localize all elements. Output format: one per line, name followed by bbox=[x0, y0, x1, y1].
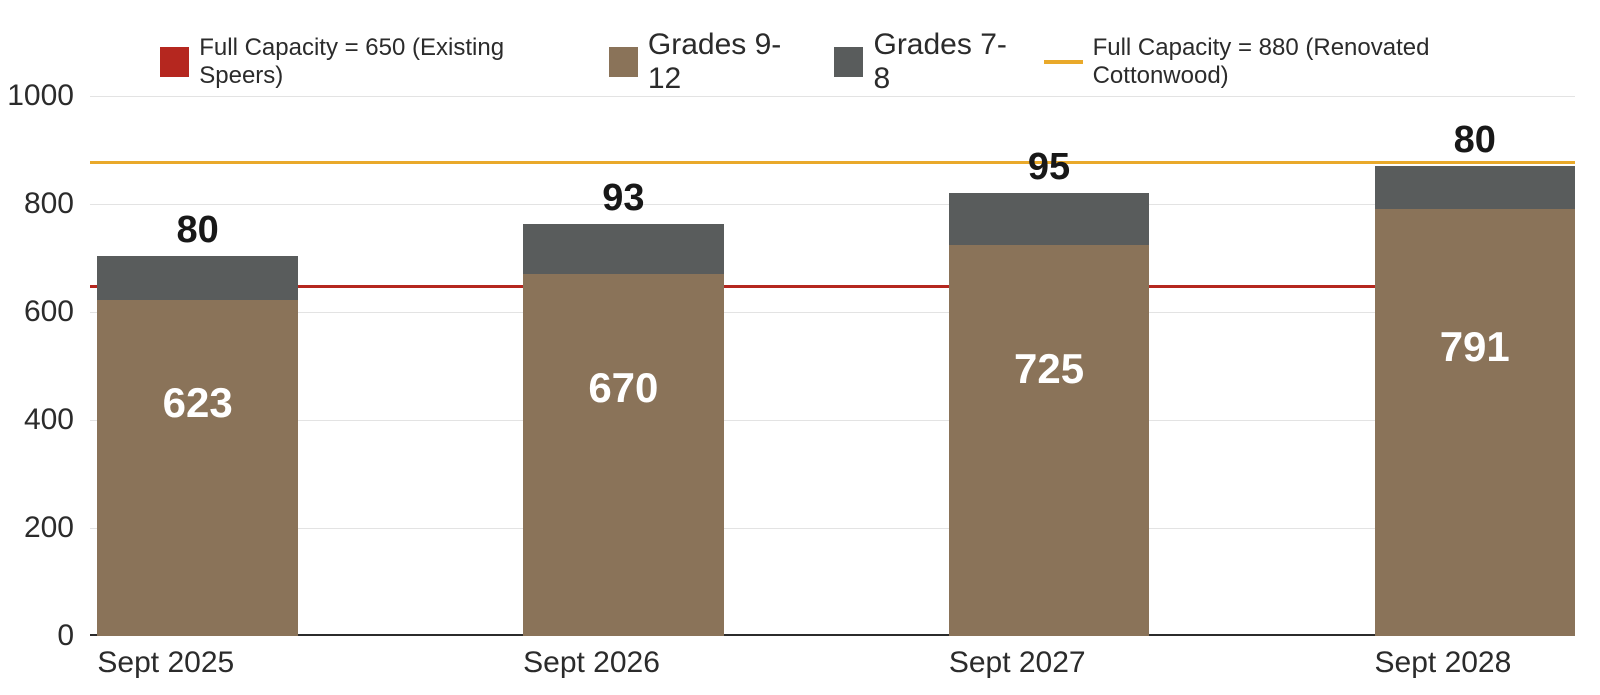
bar-lower-value: 623 bbox=[97, 379, 297, 427]
bar-lower bbox=[97, 300, 297, 636]
legend: Full Capacity = 650 (Existing Speers) Gra… bbox=[160, 28, 1560, 96]
legend-swatch bbox=[1044, 60, 1083, 64]
bar-group: 72595Sept 2027 bbox=[949, 96, 1149, 636]
y-tick-label: 200 bbox=[24, 511, 90, 545]
bar-upper bbox=[523, 224, 723, 274]
x-axis-line bbox=[90, 634, 1575, 636]
bar-upper bbox=[949, 193, 1149, 244]
bar-lower-value: 791 bbox=[1375, 323, 1575, 371]
enrollment-chart: Full Capacity = 650 (Existing Speers) Gra… bbox=[0, 0, 1600, 695]
x-category-label: Sept 2027 bbox=[949, 636, 1149, 680]
bar-group: 62380Sept 2025 bbox=[97, 96, 297, 636]
bar-lower-value: 670 bbox=[523, 364, 723, 412]
bar-upper-value: 93 bbox=[523, 177, 723, 220]
x-category-label: Sept 2026 bbox=[523, 636, 723, 680]
bar-lower bbox=[949, 245, 1149, 637]
legend-item: Grades 7-8 bbox=[834, 28, 1019, 96]
gridline bbox=[90, 96, 1575, 97]
legend-swatch bbox=[609, 47, 638, 77]
legend-item: Full Capacity = 880 (Renovated Cottonwoo… bbox=[1044, 34, 1560, 90]
x-category-label: Sept 2025 bbox=[97, 636, 297, 680]
legend-swatch bbox=[834, 47, 863, 77]
gridline bbox=[90, 312, 1575, 313]
legend-item: Full Capacity = 650 (Existing Speers) bbox=[160, 34, 585, 90]
bar-group: 67093Sept 2026 bbox=[523, 96, 723, 636]
y-tick-label: 600 bbox=[24, 295, 90, 329]
bar-upper bbox=[97, 256, 297, 299]
ref-line-speers bbox=[90, 285, 1575, 288]
bar-lower bbox=[523, 274, 723, 636]
x-category-label: Sept 2028 bbox=[1375, 636, 1575, 680]
legend-label: Full Capacity = 650 (Existing Speers) bbox=[199, 34, 584, 90]
bar-lower bbox=[1375, 209, 1575, 636]
gridline bbox=[90, 528, 1575, 529]
bar-lower-value: 725 bbox=[949, 345, 1149, 393]
ref-line-cottonwood bbox=[90, 161, 1575, 164]
bar-upper-value: 80 bbox=[97, 209, 297, 252]
legend-swatch bbox=[160, 47, 189, 77]
legend-label: Full Capacity = 880 (Renovated Cottonwoo… bbox=[1093, 34, 1560, 90]
bar-group: 79180Sept 2028 bbox=[1375, 96, 1575, 636]
y-tick-label: 400 bbox=[24, 403, 90, 437]
y-tick-label: 1000 bbox=[7, 79, 90, 113]
y-tick-label: 800 bbox=[24, 187, 90, 221]
legend-label: Grades 7-8 bbox=[873, 28, 1019, 96]
bar-upper-value: 80 bbox=[1375, 119, 1575, 162]
gridline bbox=[90, 204, 1575, 205]
bar-upper-value: 95 bbox=[949, 146, 1149, 189]
bar-upper bbox=[1375, 166, 1575, 209]
legend-item: Grades 9-12 bbox=[609, 28, 811, 96]
gridline bbox=[90, 420, 1575, 421]
legend-label: Grades 9-12 bbox=[648, 28, 810, 96]
y-tick-label: 0 bbox=[57, 619, 90, 653]
plot-area: 0200400600800100062380Sept 202567093Sept… bbox=[90, 96, 1575, 636]
